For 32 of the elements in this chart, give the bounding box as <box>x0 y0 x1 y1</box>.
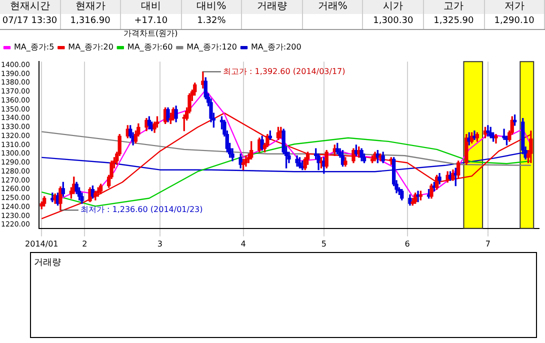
text: 1,316.90 <box>70 16 110 26</box>
x-tick-label: 3 <box>157 239 162 248</box>
legend-label: MA_종가:120 <box>186 42 238 52</box>
x-tick-label: 2 <box>82 239 88 248</box>
x-tick-label: 6 <box>404 239 410 248</box>
text: 1,290.10 <box>494 16 534 26</box>
category-label: 거래량 <box>242 0 302 14</box>
legend-label: MA_종가:60 <box>127 42 173 52</box>
x-tick-label: 4 <box>240 239 246 248</box>
category-label: 대비 <box>121 0 181 14</box>
category-label: 대비% <box>182 0 242 14</box>
text: +17.10 <box>134 16 168 26</box>
text: 1.32% <box>197 16 226 26</box>
category-label: 저가 <box>484 0 544 14</box>
annotation: 최고가 : 1,392.60 (2014/03/17) <box>222 66 346 76</box>
x-tick-label: 7 <box>485 239 490 248</box>
annotation: 최저가 : 1,236.60 (2014/01/23) <box>80 205 203 214</box>
category-label: 현재시간 <box>0 0 60 14</box>
legend-label: MA_종가:20 <box>68 42 114 52</box>
legend-title: 가격차트(원가) <box>124 29 178 38</box>
text: 07/17 13:30 <box>2 16 58 26</box>
category-label: 고가 <box>424 0 484 14</box>
x-tick-label: 5 <box>321 239 326 248</box>
category-label: 현재가 <box>60 0 120 14</box>
legend-label: MA_종가:200 <box>251 42 302 52</box>
text: 1,300.30 <box>373 16 414 26</box>
category-label: 거래% <box>302 0 362 14</box>
legend-label: MA_종가:5 <box>14 42 54 52</box>
category-label: 시가 <box>363 0 423 14</box>
x-tick-label: 2014/01 <box>25 239 58 248</box>
empty-panel: 거래량 <box>30 252 537 338</box>
text: 1,325.90 <box>434 16 474 26</box>
